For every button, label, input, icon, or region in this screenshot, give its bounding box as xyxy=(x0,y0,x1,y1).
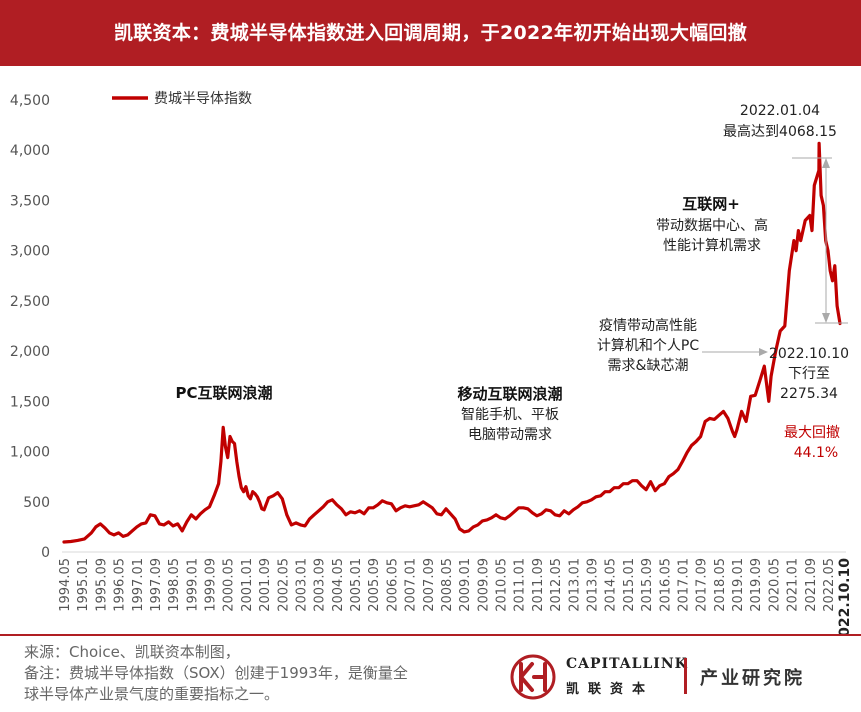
drawdown-bracket xyxy=(792,157,848,324)
annotation-internet-line2: 性能计算机需求 xyxy=(663,238,761,254)
x-tick-label: 2001.01 xyxy=(240,558,255,612)
x-tick-label: 2017.01 xyxy=(676,558,691,612)
brand-separator xyxy=(684,658,687,694)
covid-arrow xyxy=(702,348,768,356)
x-tick-label: 2020.05 xyxy=(767,558,782,612)
brand-block: CAPITALLINK 凯联资本 产业研究院 xyxy=(508,652,848,704)
annotation-end-date: 2022.10.10 xyxy=(769,346,849,362)
annotation-covid-line2: 计算机和个人PC xyxy=(597,338,699,354)
annotation-mobile-title: 移动互联网浪潮 xyxy=(457,385,562,403)
x-tick-label: 1999.09 xyxy=(204,558,219,612)
covid-arrow-head xyxy=(759,348,768,356)
x-tick-label: 2003.01 xyxy=(294,558,309,612)
series-line-sox xyxy=(62,141,842,544)
y-tick-label: 3,500 xyxy=(10,193,50,209)
x-tick-label: 2005.09 xyxy=(367,558,382,612)
x-tick-label: 2002.05 xyxy=(276,558,291,612)
x-tick-label: 2006.05 xyxy=(385,558,400,612)
footer-divider xyxy=(0,634,861,636)
y-tick-label: 2,500 xyxy=(10,294,50,310)
x-tick-label: 2001.09 xyxy=(258,558,273,612)
x-tick-label: 2005.01 xyxy=(349,558,364,612)
x-tick-label: 1998.05 xyxy=(167,558,182,612)
y-tick-label: 3,000 xyxy=(10,244,50,260)
x-tick-label: 2015.01 xyxy=(622,558,637,612)
source-notes: 来源：Choice、凯联资本制图， 备注：费城半导体指数（SOX）创建于1993… xyxy=(24,642,494,705)
annotation-covid-line3: 需求&缺芯潮 xyxy=(608,358,689,374)
brand-department: 产业研究院 xyxy=(700,668,805,689)
x-tick-label: 2021.01 xyxy=(786,558,801,612)
drawdown-arrow-up xyxy=(822,158,830,168)
x-tick-label: 1997.01 xyxy=(131,558,146,612)
x-tick-label: 2019.09 xyxy=(749,558,764,612)
x-tick-label: 2008.05 xyxy=(440,558,455,612)
x-tick-label: 2000.05 xyxy=(222,558,237,612)
brand-name-en: CAPITALLINK xyxy=(566,656,688,672)
x-tick-label: 1994.05 xyxy=(58,558,73,612)
x-tick-label: 2021.09 xyxy=(804,558,819,612)
x-tick-label: 2007.09 xyxy=(422,558,437,612)
y-tick-label: 0 xyxy=(41,545,50,561)
x-tick-label: 2012.05 xyxy=(549,558,564,612)
x-tick-label: 2004.05 xyxy=(331,558,346,612)
chart-area: 0 500 1,000 1,500 2,000 2,500 3,000 3,500 4,000 4… xyxy=(10,91,853,634)
annotation-peak-date: 2022.01.04 xyxy=(740,103,820,119)
y-tick-label: 4,500 xyxy=(10,93,50,109)
x-tick-label: 2013.09 xyxy=(585,558,600,612)
annotation-internet-line1: 带动数据中心、高 xyxy=(656,217,768,234)
note-line-2: 球半导体产业景气度的重要指标之一。 xyxy=(24,685,280,703)
x-tick-label: 2011.01 xyxy=(513,558,528,612)
x-tick-label: 2022.05 xyxy=(822,558,837,612)
x-tick-label: 1995.09 xyxy=(94,558,109,612)
y-tick-label: 2,000 xyxy=(10,344,50,360)
chart-title: 凯联资本：费城半导体指数进入回调周期，于2022年初开始出现大幅回撤 xyxy=(113,22,748,44)
annotation-drawdown-value: 44.1% xyxy=(794,445,838,461)
source-line: 来源：Choice、凯联资本制图， xyxy=(24,643,240,661)
legend-label: 费城半导体指数 xyxy=(154,91,252,107)
x-tick-label: 2018.05 xyxy=(713,558,728,612)
annotation-pc-title: PC互联网浪潮 xyxy=(175,384,272,402)
x-tick-label: 1997.09 xyxy=(149,558,164,612)
x-tick-label: 2013.01 xyxy=(567,558,582,612)
annotation-covid-line1: 疫情带动高性能 xyxy=(599,317,697,334)
x-tick-label: 2016.05 xyxy=(658,558,673,612)
x-tick-label: 2015.09 xyxy=(640,558,655,612)
x-tick-label: 1999.01 xyxy=(185,558,200,612)
x-tick-label: 1995.01 xyxy=(76,558,91,612)
annotation-end-value: 2275.34 xyxy=(780,386,838,402)
x-tick-label: 2019.01 xyxy=(731,558,746,612)
x-tick-label: 2003.09 xyxy=(313,558,328,612)
y-tick-label: 1,500 xyxy=(10,394,50,410)
drawdown-arrow-down xyxy=(822,313,830,323)
title-bar xyxy=(0,0,861,66)
y-axis: 0 500 1,000 1,500 2,000 2,500 3,000 3,500 4,000 4… xyxy=(10,93,50,561)
annotation-end-line2: 下行至 xyxy=(788,366,830,382)
x-tick-label: 1996.05 xyxy=(113,558,128,612)
annotation-mobile-line2: 电脑带动需求 xyxy=(468,427,552,443)
x-tick-label: 2017.09 xyxy=(695,558,710,612)
x-tick-label: 2022.10.10 xyxy=(837,558,853,634)
y-tick-label: 500 xyxy=(23,495,50,511)
x-tick-label: 2009.09 xyxy=(476,558,491,612)
note-line-1: 备注：费城半导体指数（SOX）创建于1993年，是衡量全 xyxy=(24,664,408,682)
annotation-mobile-line1: 智能手机、平板 xyxy=(461,407,559,423)
annotation-internet-title: 互联网+ xyxy=(682,195,740,213)
x-tick-label: 2014.05 xyxy=(604,558,619,612)
x-tick-label: 2007.01 xyxy=(404,558,419,612)
y-tick-label: 4,000 xyxy=(10,143,50,159)
x-tick-label: 2010.05 xyxy=(495,558,510,612)
annotation-peak-text: 最高达到4068.15 xyxy=(723,123,837,140)
brand-name-cn: 凯联资本 xyxy=(566,682,655,697)
y-tick-label: 1,000 xyxy=(10,445,50,461)
legend: 费城半导体指数 xyxy=(112,91,252,107)
capitallink-logo-icon xyxy=(510,654,556,700)
x-tick-label: 2009.01 xyxy=(458,558,473,612)
annotation-drawdown-label: 最大回撤 xyxy=(784,425,840,441)
x-axis: 1994.05 1995.01 1995.09 1996.05 1997.01 1997.… xyxy=(58,558,853,634)
x-tick-label: 2011.09 xyxy=(531,558,546,612)
